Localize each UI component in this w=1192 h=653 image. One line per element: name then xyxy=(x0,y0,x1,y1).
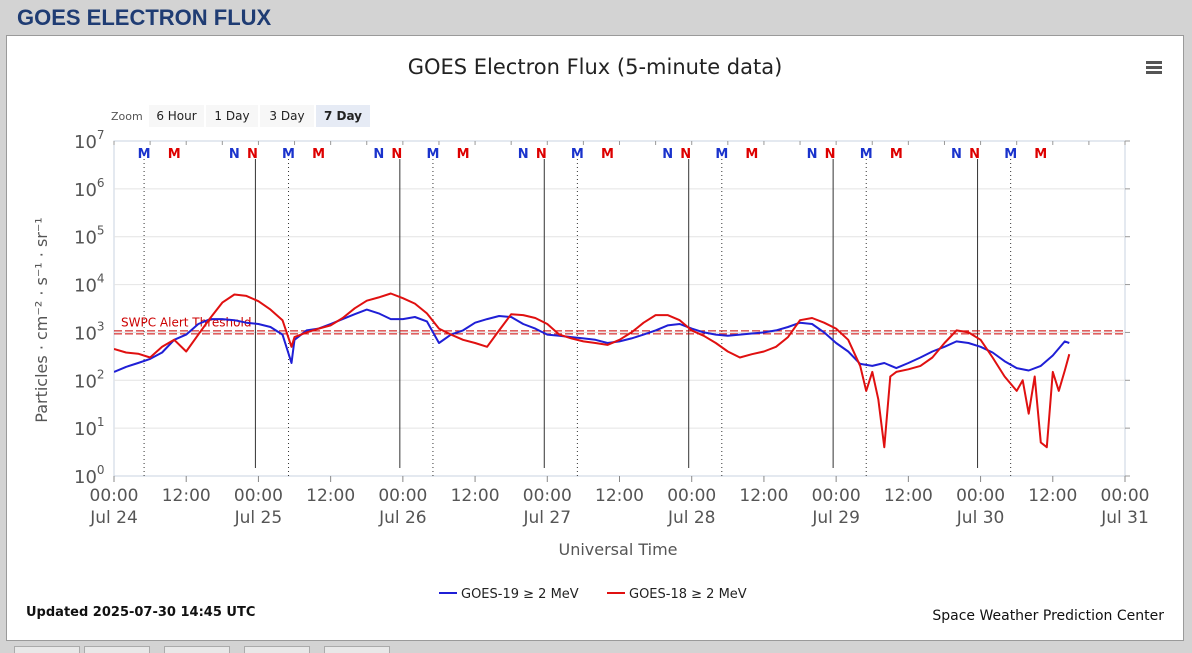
marker-label: M xyxy=(426,147,439,162)
x-tick-date-label: Jul 25 xyxy=(234,508,283,528)
marker-label: N xyxy=(229,147,240,162)
plot-area xyxy=(113,140,1126,477)
marker-label: N xyxy=(373,147,384,162)
y-tick-label: 106 xyxy=(74,176,105,201)
marker-label: N xyxy=(825,147,836,162)
x-tick-label: 12:00 xyxy=(1028,486,1077,506)
x-tick-date-label: Jul 30 xyxy=(956,508,1005,528)
x-tick-label: 12:00 xyxy=(739,486,788,506)
marker-label: M xyxy=(168,147,181,162)
marker-label: M xyxy=(138,147,151,162)
zoom-button-7-day[interactable]: 7 Day xyxy=(316,105,370,127)
zoom-button-3-day[interactable]: 3 Day xyxy=(260,105,314,127)
marker-label: N xyxy=(680,147,691,162)
zoom-button-6-hour[interactable]: 6 Hour xyxy=(149,105,204,127)
x-tick-label: 00:00 xyxy=(956,486,1005,506)
y-tick-label: 105 xyxy=(74,224,105,249)
marker-label: M xyxy=(890,147,903,162)
series-line-goes18 xyxy=(114,292,1071,449)
marker-label: N xyxy=(807,147,818,162)
threshold-label: SWPC Alert Threshold xyxy=(121,315,251,329)
x-tick-date-label: Jul 29 xyxy=(811,508,860,528)
zoom-button-bg xyxy=(316,105,370,127)
updated-text: Updated 2025-07-30 14:45 UTC xyxy=(26,605,255,620)
y-tick-label: 103 xyxy=(74,319,105,344)
x-tick-label: 00:00 xyxy=(812,486,861,506)
x-tick-date-label: Jul 28 xyxy=(667,508,716,528)
credit-text: Space Weather Prediction Center xyxy=(932,608,1164,624)
x-tick-date-label: Jul 27 xyxy=(523,508,572,528)
zoom-label: Zoom xyxy=(111,110,143,123)
x-tick-label: 00:00 xyxy=(667,486,716,506)
x-tick-label: 12:00 xyxy=(595,486,644,506)
marker-label: M xyxy=(745,147,758,162)
marker-label: M xyxy=(1004,147,1017,162)
legend-item-label: GOES-18 ≥ 2 MeV xyxy=(629,587,747,602)
y-tick-label: 102 xyxy=(74,367,105,392)
y-tick-label: 101 xyxy=(74,415,105,440)
hamburger-menu-icon[interactable] xyxy=(1146,61,1162,74)
marker-label: M xyxy=(601,147,614,162)
chart-panel: GOES Electron Flux (5-minute data) Zoom … xyxy=(6,35,1184,641)
zoom-button-label: 6 Hour xyxy=(156,109,196,123)
flux-chart: GOES Electron Flux (5-minute data) Zoom … xyxy=(26,55,1164,624)
x-tick-label: 00:00 xyxy=(90,486,139,506)
chart-title: GOES Electron Flux (5-minute data) xyxy=(408,55,783,79)
x-tick-label: 12:00 xyxy=(884,486,933,506)
zoom-button-1-day[interactable]: 1 Day xyxy=(206,105,258,127)
marker-label: N xyxy=(662,147,673,162)
y-axis-label: Particles · cm⁻² · s⁻¹ · sr⁻¹ xyxy=(32,217,51,422)
x-tick-label: 12:00 xyxy=(306,486,355,506)
marker-label: M xyxy=(282,147,295,162)
marker-label: M xyxy=(312,147,325,162)
y-tick-label: 100 xyxy=(74,463,105,488)
marker-label: N xyxy=(247,147,258,162)
series-line-goes19 xyxy=(114,308,1070,373)
marker-label: N xyxy=(536,147,547,162)
x-tick-label: 00:00 xyxy=(523,486,572,506)
x-tick-label: 12:00 xyxy=(162,486,211,506)
zoom-button-bg xyxy=(260,105,314,127)
legend: GOES-19 ≥ 2 MeV GOES-18 ≥ 2 MeV xyxy=(439,587,747,602)
x-tick-label: 00:00 xyxy=(1101,486,1150,506)
legend-item-label: GOES-19 ≥ 2 MeV xyxy=(461,587,579,602)
zoom-button-label: 3 Day xyxy=(269,109,304,123)
x-tick-label: 12:00 xyxy=(451,486,500,506)
marker-label: M xyxy=(1034,147,1047,162)
y-tick-label: 107 xyxy=(74,128,105,153)
marker-label: M xyxy=(715,147,728,162)
bottom-tab-strip xyxy=(0,641,1192,653)
x-axis-label: Universal Time xyxy=(558,540,677,559)
x-tick-label: 00:00 xyxy=(234,486,283,506)
zoom-button-bg xyxy=(206,105,258,127)
marker-label: N xyxy=(391,147,402,162)
marker-label: N xyxy=(951,147,962,162)
marker-label: N xyxy=(969,147,980,162)
zoom-button-bg xyxy=(149,105,204,127)
zoom-button-label: 7 Day xyxy=(324,109,362,123)
page-heading: GOES ELECTRON FLUX xyxy=(17,5,272,30)
zoom-controls: Zoom 6 Hour 1 Day 3 Day 7 Day xyxy=(111,105,370,127)
x-tick-label: 00:00 xyxy=(378,486,427,506)
marker-label: M xyxy=(457,147,470,162)
x-tick-date-label: Jul 24 xyxy=(89,508,138,528)
marker-label: M xyxy=(571,147,584,162)
x-tick-date-label: Jul 31 xyxy=(1100,508,1149,528)
marker-label: N xyxy=(518,147,529,162)
zoom-button-label: 1 Day xyxy=(214,109,249,123)
x-tick-date-label: Jul 26 xyxy=(378,508,427,528)
page-header: GOES ELECTRON FLUX xyxy=(0,0,1192,34)
y-tick-label: 104 xyxy=(74,272,105,297)
marker-label: M xyxy=(860,147,873,162)
